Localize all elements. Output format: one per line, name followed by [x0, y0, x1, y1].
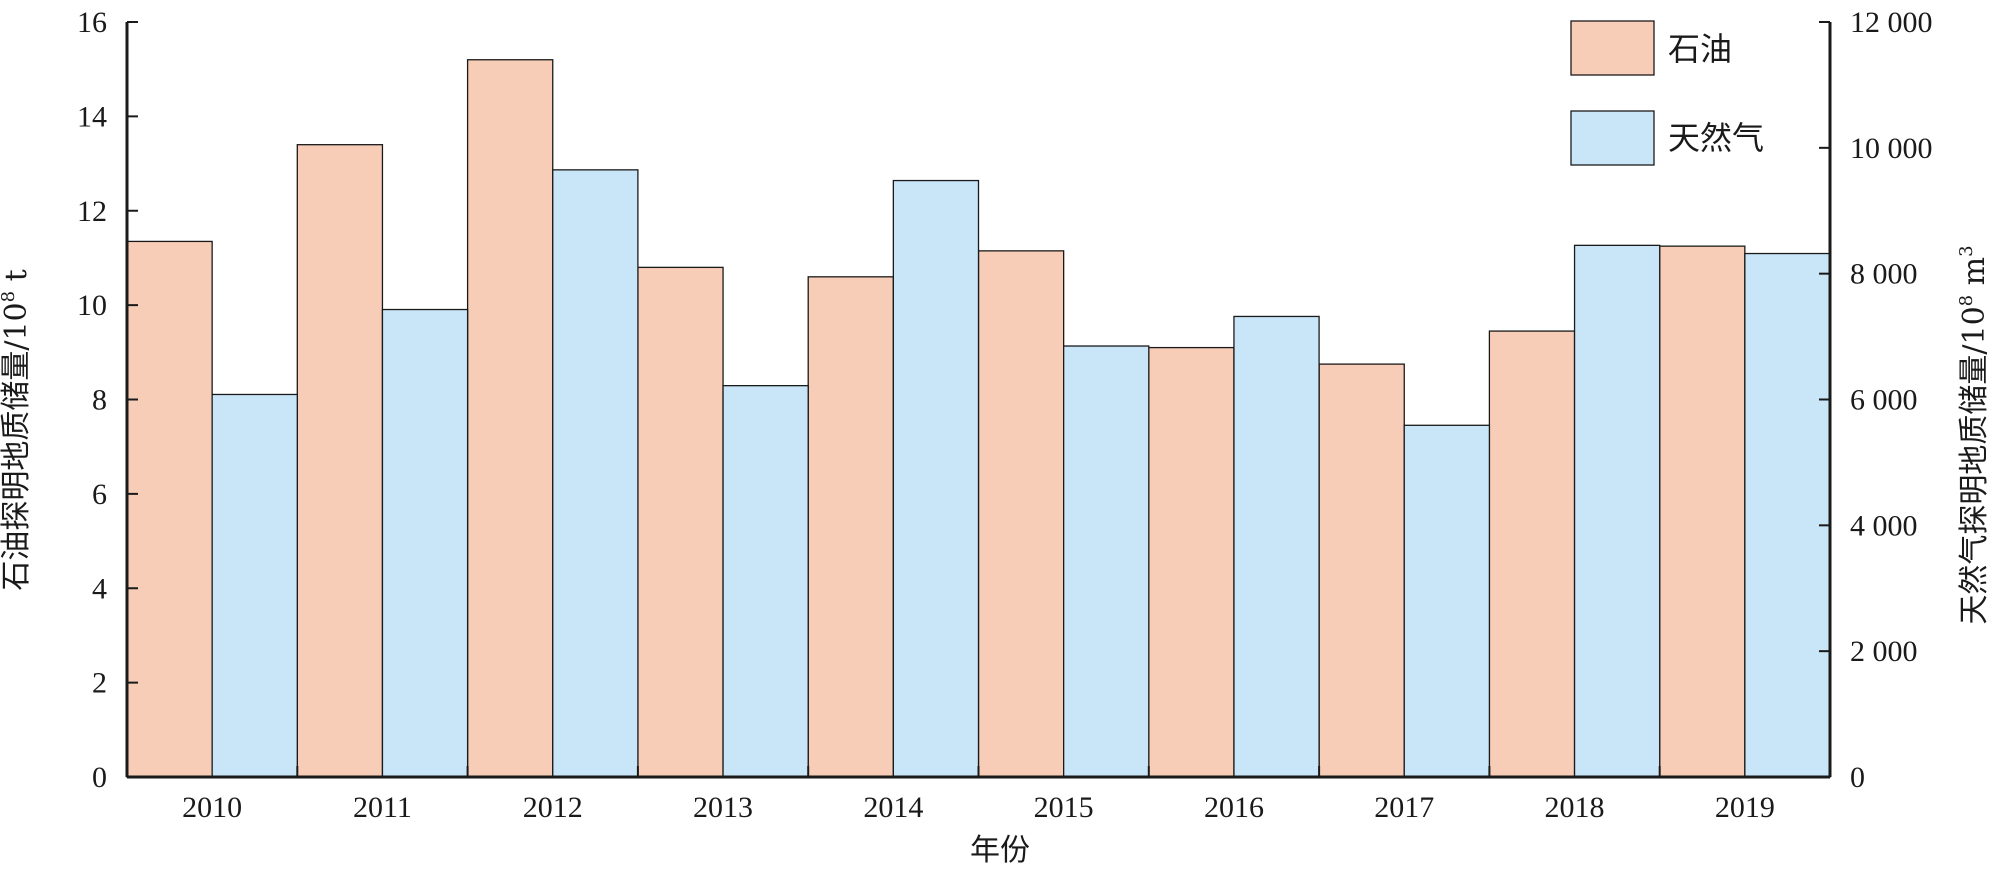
bar-oil-2016	[1148, 346, 1235, 778]
right-y-tick-label: 8 000	[1850, 258, 1918, 291]
bar-oil-2019	[1659, 245, 1746, 778]
left-y-tick-label: 12	[77, 195, 107, 228]
legend-label-oil: 石油	[1668, 30, 1732, 68]
ticks-group: 0 2 4 6 8 10 12 14 16 0 2 000 4 000 6 000 8 000 10 000…	[77, 6, 1933, 824]
x-tick-label: 2015	[1034, 791, 1094, 824]
bar-gas-2012	[552, 169, 639, 778]
bar-oil-2014	[807, 276, 895, 778]
left-y-tick-label: 10	[77, 289, 107, 322]
x-tick-label: 2011	[353, 791, 412, 824]
bar-oil-2017	[1318, 363, 1405, 778]
bar-gas-2013	[722, 385, 809, 778]
right-y-axis-title: 天然气探明地质储量/108 m3	[1956, 245, 1992, 624]
x-tick-label: 2014	[863, 791, 923, 824]
left-y-tick-label: 0	[92, 761, 107, 794]
x-tick-label: 2018	[1545, 791, 1605, 824]
bar-gas-2016	[1233, 315, 1320, 778]
right-y-tick-label: 12 000	[1850, 6, 1933, 39]
x-tick-label: 2019	[1715, 791, 1775, 824]
left-y-tick-label: 2	[92, 667, 107, 700]
right-y-tick-label: 4 000	[1850, 509, 1918, 542]
bar-oil-2012	[466, 59, 554, 778]
legend: 石油 天然气	[1570, 20, 1764, 166]
legend-label-gas: 天然气	[1668, 119, 1764, 157]
x-axis-title: 年份	[970, 833, 1030, 868]
bar-oil-2013	[637, 266, 724, 778]
bar-gas-2010	[211, 393, 298, 778]
bar-oil-2011	[296, 144, 384, 778]
right-y-tick-label: 6 000	[1850, 384, 1918, 417]
bar-oil-2010	[126, 240, 213, 778]
left-y-tick-label: 14	[77, 100, 107, 133]
left-y-tick-label: 6	[92, 478, 107, 511]
right-y-tick-label: 10 000	[1850, 132, 1933, 165]
left-y-tick-label: 4	[92, 572, 107, 605]
x-tick-label: 2016	[1204, 791, 1264, 824]
left-y-tick-label: 16	[77, 6, 107, 39]
x-tick-label: 2017	[1374, 791, 1434, 824]
right-y-tick-label: 0	[1850, 761, 1865, 794]
left-y-axis-title: 石油探明地质储量/108 t	[0, 269, 34, 590]
left-y-tick-label: 8	[92, 384, 107, 417]
right-y-tick-label: 2 000	[1850, 635, 1918, 668]
bar-gas-2018	[1573, 244, 1661, 778]
x-tick-label: 2013	[693, 791, 753, 824]
x-tick-label: 2010	[182, 791, 242, 824]
bar-gas-2014	[892, 179, 980, 778]
bar-oil-2015	[977, 250, 1065, 778]
bar-gas-2015	[1063, 345, 1150, 778]
bar-oil-2018	[1488, 330, 1576, 778]
bar-gas-2019	[1744, 252, 1831, 778]
bars-group	[126, 59, 1831, 778]
x-tick-label: 2012	[523, 791, 583, 824]
bar-gas-2011	[381, 308, 469, 778]
legend-swatch-oil	[1570, 20, 1655, 76]
bar-gas-2017	[1403, 424, 1491, 778]
legend-swatch-gas	[1570, 110, 1655, 166]
